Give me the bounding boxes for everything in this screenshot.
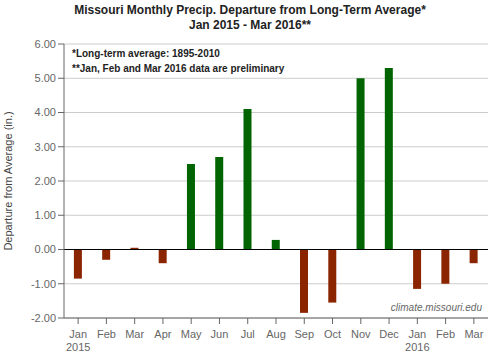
svg-text:Aug: Aug: [266, 328, 286, 340]
html-text:climate.missouri.edu: climate.missouri.edu: [390, 302, 482, 313]
svg-text:-2.00: -2.00: [31, 312, 56, 324]
svg-text:-1.00: -1.00: [31, 278, 56, 290]
html-text:Missouri Monthly Precip. Depar: Missouri Monthly Precip. Departure from …: [74, 3, 426, 17]
html-text:**Jan, Feb and Mar 2016 data a: **Jan, Feb and Mar 2016 data are prelimi…: [72, 63, 285, 74]
svg-text:Feb: Feb: [436, 328, 455, 340]
svg-text:6.00: 6.00: [35, 38, 56, 50]
svg-text:1.00: 1.00: [35, 209, 56, 221]
svg-text:5.00: 5.00: [35, 72, 56, 84]
svg-text:Feb: Feb: [97, 328, 116, 340]
svg-text:Mar: Mar: [464, 328, 483, 340]
svg-text:Sep: Sep: [294, 328, 314, 340]
svg-text:Mar: Mar: [125, 328, 144, 340]
svg-text:2.00: 2.00: [35, 175, 56, 187]
html-text:Jan 2015 - Mar 2016**: Jan 2015 - Mar 2016**: [189, 18, 311, 32]
svg-text:0.00: 0.00: [35, 243, 56, 255]
svg-text:Jun: Jun: [211, 328, 229, 340]
svg-text:Departure from Average (in.): Departure from Average (in.): [8, 111, 14, 250]
svg-text:Dec: Dec: [379, 328, 399, 340]
svg-text:3.00: 3.00: [35, 141, 56, 153]
svg-text:Jul: Jul: [241, 328, 255, 340]
svg-text:Apr: Apr: [154, 328, 171, 340]
html-text:*Long-term average: 1895-2010: *Long-term average: 1895-2010: [72, 48, 220, 59]
svg-text:Jan2015: Jan2015: [66, 328, 90, 353]
svg-text:Nov: Nov: [351, 328, 371, 340]
svg-text:May: May: [181, 328, 202, 340]
svg-text:Jan2016: Jan2016: [405, 328, 429, 353]
svg-text:4.00: 4.00: [35, 106, 56, 118]
svg-text:Oct: Oct: [324, 328, 341, 340]
